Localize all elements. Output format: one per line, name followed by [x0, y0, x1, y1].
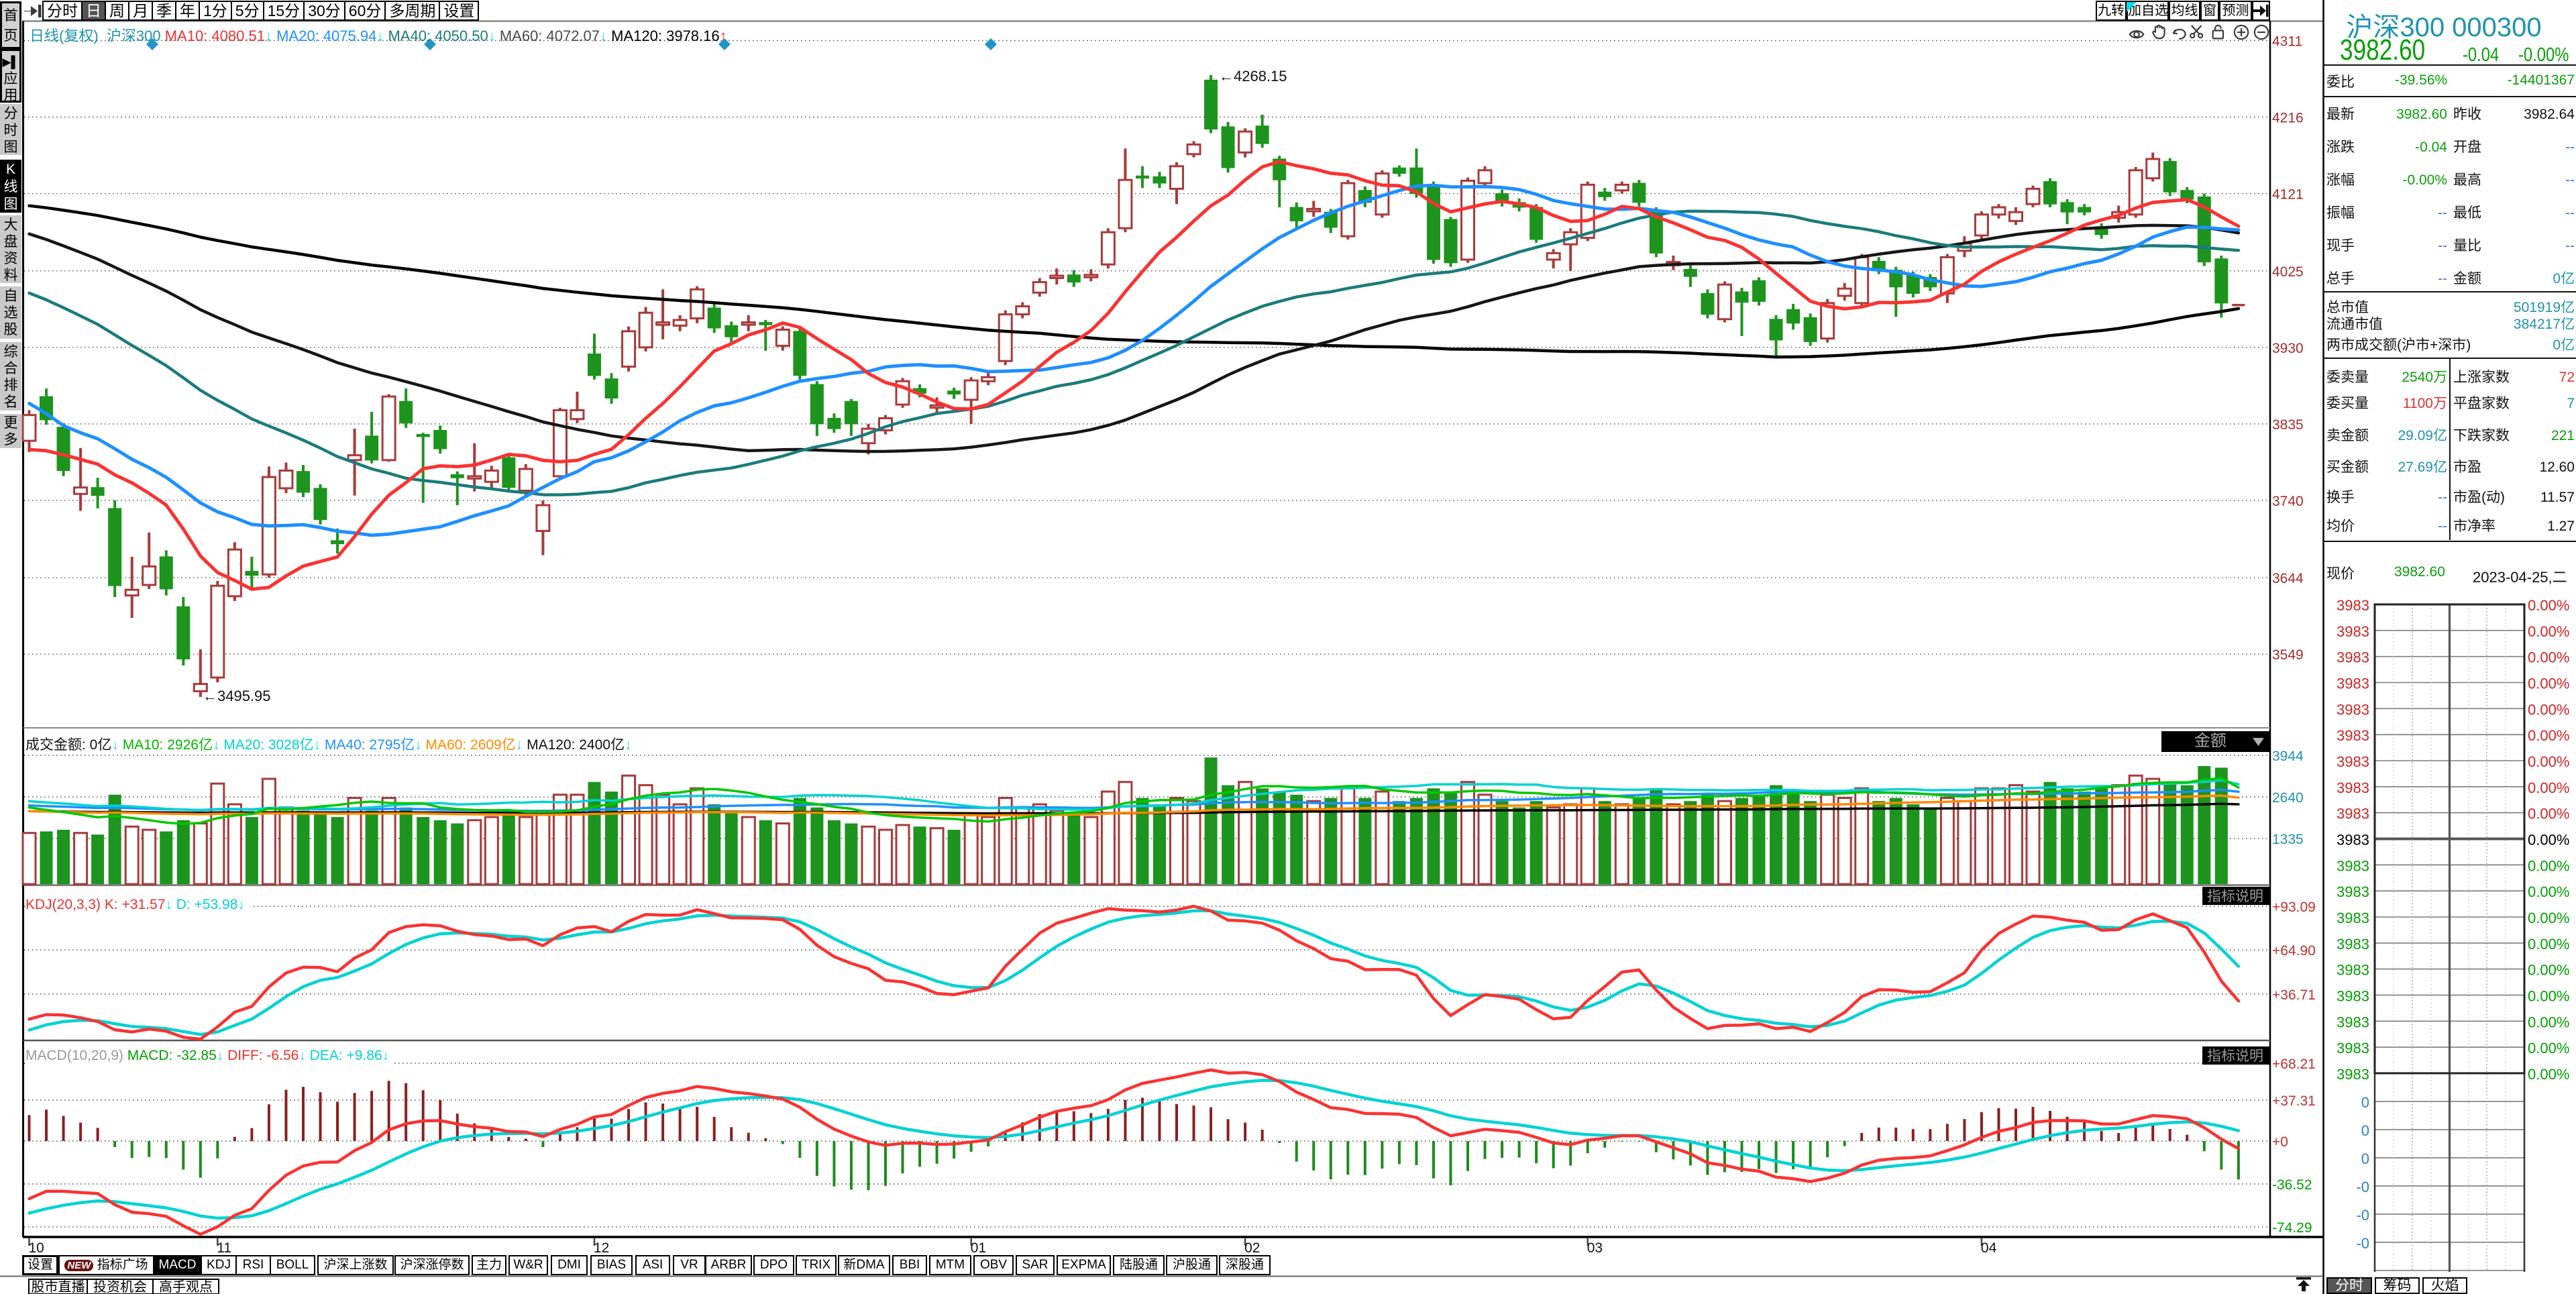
svg-text:0.00%: 0.00% [2528, 806, 2569, 822]
svg-text:3983: 3983 [2337, 779, 2369, 796]
svg-text:3983: 3983 [2337, 987, 2369, 1004]
svg-text:0.00%: 0.00% [2528, 753, 2569, 770]
svg-text:3983: 3983 [2337, 597, 2369, 614]
svg-text:-0: -0 [2356, 1207, 2369, 1224]
svg-text:10: 10 [29, 1240, 44, 1256]
svg-text:0.00%: 0.00% [2528, 987, 2569, 1004]
svg-text:4311: 4311 [2272, 34, 2302, 50]
svg-text:金额: 金额 [2194, 732, 2226, 750]
svg-text:0.00%: 0.00% [2528, 857, 2569, 874]
svg-text:3983: 3983 [2337, 832, 2369, 849]
svg-text:0.00%: 0.00% [2528, 883, 2569, 900]
svg-text:←4268.15: ←4268.15 [1219, 68, 1287, 85]
svg-text:3983: 3983 [2337, 883, 2369, 900]
svg-text:+36.71: +36.71 [2272, 987, 2316, 1003]
svg-text:0: 0 [2361, 1094, 2369, 1111]
svg-text:3644: 3644 [2272, 571, 2304, 586]
svg-text:+0: +0 [2272, 1134, 2288, 1150]
svg-text:0.00%: 0.00% [2528, 727, 2569, 744]
svg-text:3983: 3983 [2337, 649, 2369, 666]
svg-text:3983: 3983 [2337, 623, 2369, 640]
svg-text:-0: -0 [2356, 1235, 2369, 1252]
svg-text:1335: 1335 [2272, 832, 2304, 847]
svg-text:0.00%: 0.00% [2528, 936, 2569, 953]
svg-text:4121: 4121 [2272, 187, 2304, 203]
svg-text:4216: 4216 [2272, 111, 2304, 126]
svg-text:3983: 3983 [2337, 727, 2369, 744]
svg-text:-0: -0 [2356, 1179, 2369, 1195]
svg-text:3740: 3740 [2272, 494, 2304, 509]
svg-text:0.00%: 0.00% [2528, 623, 2569, 640]
svg-text:0.00%: 0.00% [2528, 962, 2569, 979]
svg-text:3983: 3983 [2337, 676, 2369, 692]
svg-text:3983: 3983 [2337, 1066, 2369, 1083]
svg-text:3983: 3983 [2337, 1014, 2369, 1030]
svg-text:3983: 3983 [2337, 806, 2369, 822]
svg-text:02: 02 [1244, 1240, 1260, 1256]
svg-text:3983: 3983 [2337, 753, 2369, 770]
svg-text:3835: 3835 [2272, 417, 2304, 433]
svg-text:2640: 2640 [2272, 790, 2304, 806]
svg-text:0: 0 [2361, 1122, 2369, 1139]
svg-text:+68.21: +68.21 [2272, 1057, 2316, 1072]
svg-text:0: 0 [2361, 1150, 2369, 1167]
svg-text:0.00%: 0.00% [2528, 910, 2569, 926]
svg-text:0.00%: 0.00% [2528, 1066, 2569, 1083]
svg-text:3549: 3549 [2272, 647, 2304, 663]
svg-text:0.00%: 0.00% [2528, 1014, 2569, 1030]
svg-text:3983: 3983 [2337, 962, 2369, 979]
svg-text:12: 12 [594, 1240, 609, 1256]
svg-text:指标说明: 指标说明 [2207, 1048, 2263, 1064]
svg-text:3983: 3983 [2337, 936, 2369, 953]
svg-text:0.00%: 0.00% [2528, 701, 2569, 718]
svg-text:-74.29: -74.29 [2272, 1220, 2312, 1236]
svg-text:3983: 3983 [2337, 1040, 2369, 1057]
svg-text:0.00%: 0.00% [2528, 779, 2569, 796]
svg-text:指标说明: 指标说明 [2207, 889, 2263, 904]
svg-text:01: 01 [971, 1240, 986, 1256]
svg-text:11: 11 [217, 1240, 231, 1256]
svg-text:-36.52: -36.52 [2272, 1177, 2312, 1193]
svg-text:←3495.95: ←3495.95 [203, 688, 271, 704]
svg-text:03: 03 [1587, 1240, 1603, 1256]
svg-text:0.00%: 0.00% [2528, 597, 2569, 614]
svg-text:+64.90: +64.90 [2272, 943, 2316, 959]
svg-text:04: 04 [1981, 1240, 1997, 1256]
svg-text:0.00%: 0.00% [2528, 676, 2569, 692]
svg-text:4025: 4025 [2272, 264, 2304, 280]
svg-text:+37.31: +37.31 [2272, 1093, 2316, 1109]
svg-text:3983: 3983 [2337, 701, 2369, 718]
svg-text:3983: 3983 [2337, 857, 2369, 874]
svg-text:0.00%: 0.00% [2528, 649, 2569, 666]
svg-text:3944: 3944 [2272, 749, 2304, 764]
svg-text:3983: 3983 [2337, 910, 2369, 926]
svg-text:3930: 3930 [2272, 341, 2304, 356]
svg-text:0.00%: 0.00% [2528, 832, 2569, 849]
svg-text:0.00%: 0.00% [2528, 1040, 2569, 1057]
svg-text:+93.09: +93.09 [2272, 900, 2316, 915]
